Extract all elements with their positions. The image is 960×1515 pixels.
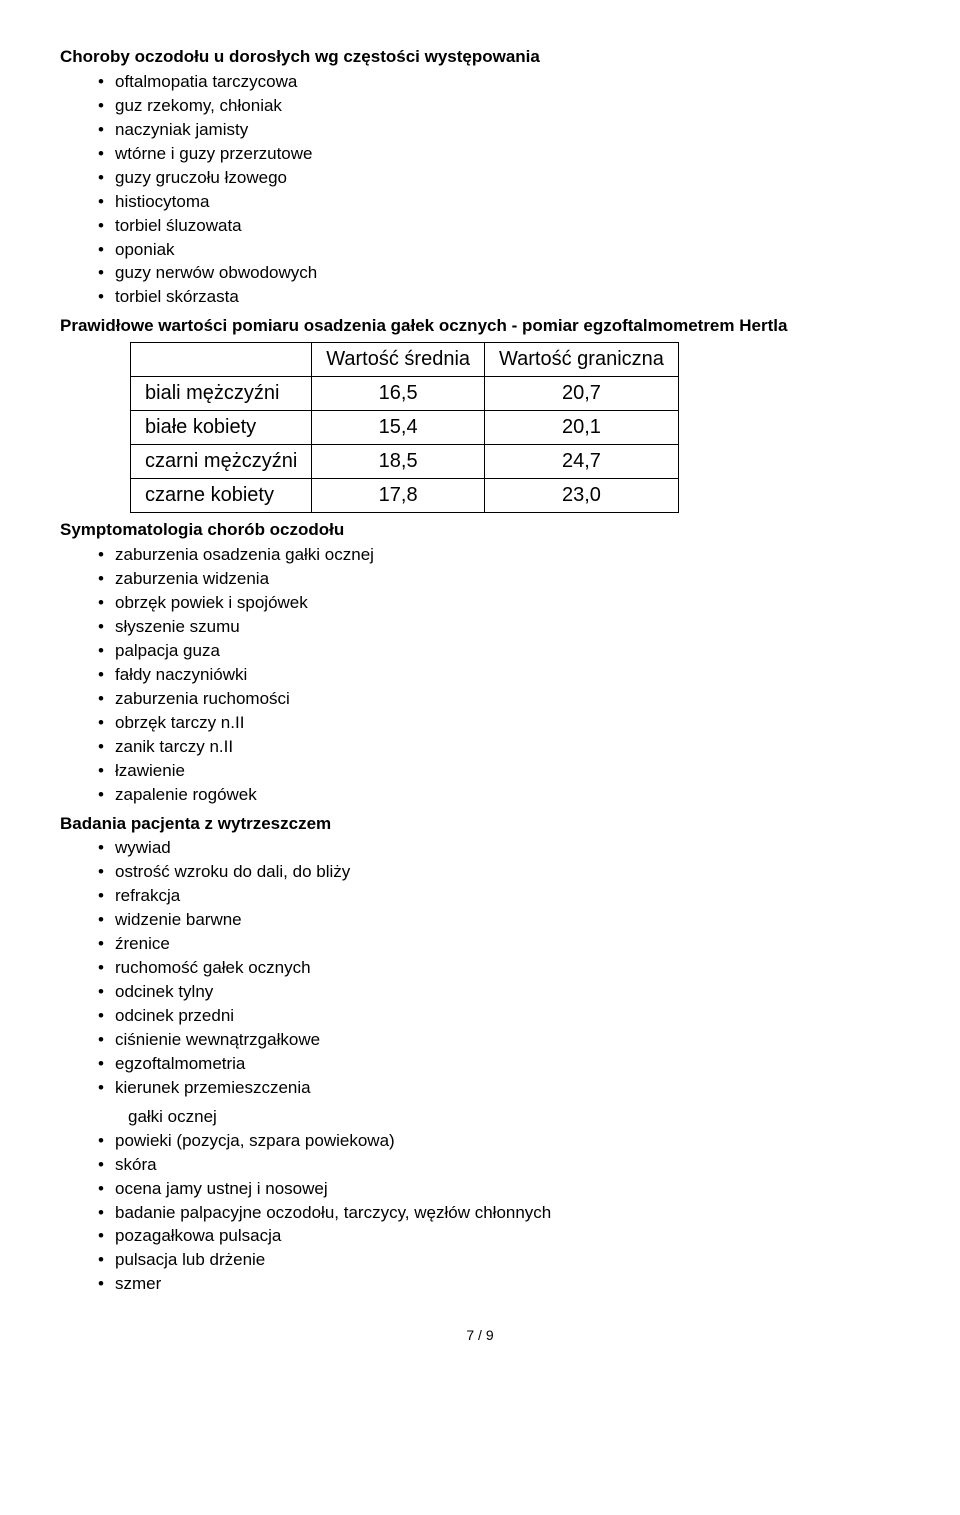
list-item: kierunek przemieszczenia bbox=[60, 1077, 900, 1100]
list-item: odcinek tylny bbox=[60, 981, 900, 1004]
section3-list-tail: powieki (pozycja, szpara powiekowa) skór… bbox=[60, 1130, 900, 1297]
list-item: torbiel śluzowata bbox=[60, 215, 900, 238]
list-item: fałdy naczyniówki bbox=[60, 664, 900, 687]
section2-title: Symptomatologia chorób oczodołu bbox=[60, 519, 900, 542]
list-item: zaburzenia osadzenia gałki ocznej bbox=[60, 544, 900, 567]
list-item: wywiad bbox=[60, 837, 900, 860]
list-item: obrzęk powiek i spojówek bbox=[60, 592, 900, 615]
list-item: ruchomość gałek ocznych bbox=[60, 957, 900, 980]
section3-subline: gałki ocznej bbox=[60, 1106, 900, 1129]
section3-title: Badania pacjenta z wytrzeszczem bbox=[60, 813, 900, 836]
list-item: badanie palpacyjne oczodołu, tarczycy, w… bbox=[60, 1202, 900, 1225]
list-item: powieki (pozycja, szpara powiekowa) bbox=[60, 1130, 900, 1153]
list-item: zanik tarczy n.II bbox=[60, 736, 900, 759]
table-cell: 16,5 bbox=[312, 377, 485, 411]
table-header-cell bbox=[131, 343, 312, 377]
table-row: czarne kobiety 17,8 23,0 bbox=[131, 479, 679, 513]
list-item: oftalmopatia tarczycowa bbox=[60, 71, 900, 94]
list-item: skóra bbox=[60, 1154, 900, 1177]
section3-list: wywiad ostrość wzroku do dali, do bliży … bbox=[60, 837, 900, 1099]
list-item: histiocytoma bbox=[60, 191, 900, 214]
list-item: szmer bbox=[60, 1273, 900, 1296]
section2-list: zaburzenia osadzenia gałki ocznej zaburz… bbox=[60, 544, 900, 806]
table-row: czarni mężczyźni 18,5 24,7 bbox=[131, 445, 679, 479]
list-item: palpacja guza bbox=[60, 640, 900, 663]
list-item: łzawienie bbox=[60, 760, 900, 783]
list-item: zaburzenia ruchomości bbox=[60, 688, 900, 711]
list-item: naczyniak jamisty bbox=[60, 119, 900, 142]
list-item: pulsacja lub drżenie bbox=[60, 1249, 900, 1272]
list-item: guz rzekomy, chłoniak bbox=[60, 95, 900, 118]
table-cell: czarni mężczyźni bbox=[131, 445, 312, 479]
page-footer: 7 / 9 bbox=[60, 1326, 900, 1345]
table-header-row: Wartość średnia Wartość graniczna bbox=[131, 343, 679, 377]
list-item: guzy gruczołu łzowego bbox=[60, 167, 900, 190]
table-header-cell: Wartość średnia bbox=[312, 343, 485, 377]
list-item: torbiel skórzasta bbox=[60, 286, 900, 309]
hertla-table: Wartość średnia Wartość graniczna biali … bbox=[130, 342, 679, 513]
list-item: refrakcja bbox=[60, 885, 900, 908]
table-cell: biali mężczyźni bbox=[131, 377, 312, 411]
list-item: zapalenie rogówek bbox=[60, 784, 900, 807]
list-item: źrenice bbox=[60, 933, 900, 956]
section1-title: Choroby oczodołu u dorosłych wg częstośc… bbox=[60, 46, 900, 69]
list-item: obrzęk tarczy n.II bbox=[60, 712, 900, 735]
table-cell: 20,7 bbox=[485, 377, 679, 411]
table-cell: 24,7 bbox=[485, 445, 679, 479]
list-item: egzoftalmometria bbox=[60, 1053, 900, 1076]
list-item: oponiak bbox=[60, 239, 900, 262]
list-item: ostrość wzroku do dali, do bliży bbox=[60, 861, 900, 884]
table-section-title: Prawidłowe wartości pomiaru osadzenia ga… bbox=[60, 315, 900, 338]
table-cell: 20,1 bbox=[485, 411, 679, 445]
table-cell: 18,5 bbox=[312, 445, 485, 479]
section1-list: oftalmopatia tarczycowa guz rzekomy, chł… bbox=[60, 71, 900, 309]
list-item: wtórne i guzy przerzutowe bbox=[60, 143, 900, 166]
table-cell: białe kobiety bbox=[131, 411, 312, 445]
table-row: białe kobiety 15,4 20,1 bbox=[131, 411, 679, 445]
list-item: pozagałkowa pulsacja bbox=[60, 1225, 900, 1248]
table-cell: 23,0 bbox=[485, 479, 679, 513]
table-cell: czarne kobiety bbox=[131, 479, 312, 513]
list-item: ciśnienie wewnątrzgałkowe bbox=[60, 1029, 900, 1052]
list-item: słyszenie szumu bbox=[60, 616, 900, 639]
list-item: ocena jamy ustnej i nosowej bbox=[60, 1178, 900, 1201]
list-item: zaburzenia widzenia bbox=[60, 568, 900, 591]
list-item: guzy nerwów obwodowych bbox=[60, 262, 900, 285]
table-cell: 17,8 bbox=[312, 479, 485, 513]
list-item: odcinek przedni bbox=[60, 1005, 900, 1028]
table-header-cell: Wartość graniczna bbox=[485, 343, 679, 377]
table-row: biali mężczyźni 16,5 20,7 bbox=[131, 377, 679, 411]
list-item: widzenie barwne bbox=[60, 909, 900, 932]
table-cell: 15,4 bbox=[312, 411, 485, 445]
